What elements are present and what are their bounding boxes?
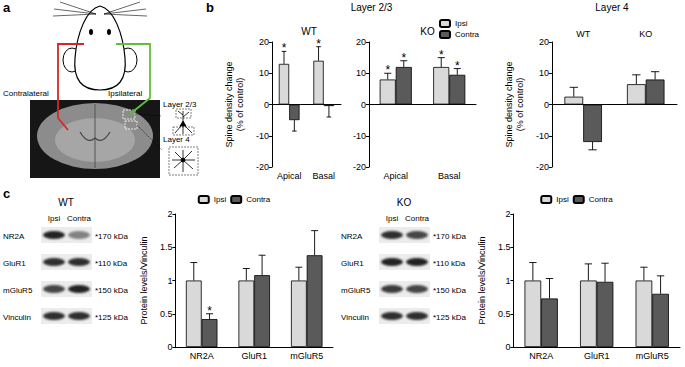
svg-text:Contra: Contra: [589, 195, 614, 204]
svg-text:1.5: 1.5: [160, 242, 173, 252]
svg-text:*110 kDa: *110 kDa: [95, 259, 128, 268]
svg-text:mGluR5: mGluR5: [3, 286, 33, 295]
svg-text:20: 20: [356, 37, 366, 47]
svg-text:0: 0: [361, 100, 366, 110]
svg-text:WT: WT: [301, 26, 317, 37]
svg-text:-10: -10: [256, 131, 269, 141]
svg-text:NR2A: NR2A: [3, 232, 25, 241]
svg-text:0: 0: [167, 342, 172, 352]
svg-text:-20: -20: [536, 162, 549, 172]
html-text:Layer 4: Layer 4: [595, 2, 629, 13]
svg-text:GluR1: GluR1: [241, 351, 267, 361]
svg-text:*: *: [282, 41, 287, 55]
svg-text:-10: -10: [536, 131, 549, 141]
svg-text:KO: KO: [639, 29, 652, 39]
svg-text:Ipsi: Ipsi: [455, 19, 468, 28]
svg-text:Ipsi: Ipsi: [556, 195, 569, 204]
svg-text:Spine density change: Spine density change: [224, 61, 234, 147]
svg-text:0: 0: [544, 100, 549, 110]
svg-text:2: 2: [167, 209, 172, 219]
svg-text:a: a: [3, 0, 11, 15]
svg-text:0: 0: [505, 342, 510, 352]
svg-text:Apical: Apical: [383, 171, 408, 181]
svg-text:GluR1: GluR1: [341, 259, 364, 268]
svg-text:Layer 4: Layer 4: [163, 135, 190, 144]
svg-text:*: *: [401, 51, 406, 65]
svg-text:20: 20: [259, 37, 269, 47]
svg-text:Protein levels/Vinculin: Protein levels/Vinculin: [477, 237, 487, 325]
svg-text:Vinculin: Vinculin: [3, 313, 31, 322]
svg-text:*: *: [439, 48, 444, 62]
svg-text:(% of control): (% of control): [515, 78, 525, 132]
svg-text:0: 0: [264, 100, 269, 110]
svg-text:GluR1: GluR1: [3, 259, 26, 268]
svg-text:2: 2: [505, 209, 510, 219]
svg-text:Protein levels/Vinculin: Protein levels/Vinculin: [139, 237, 149, 325]
svg-text:NR2A: NR2A: [529, 351, 553, 361]
svg-text:10: 10: [356, 68, 366, 78]
svg-text:0.5: 0.5: [498, 309, 511, 319]
svg-text:NR2A: NR2A: [190, 351, 214, 361]
html-text:Layer 2/3: Layer 2/3: [350, 2, 393, 13]
svg-text:*125 kDa: *125 kDa: [95, 313, 128, 322]
svg-text:GluR1: GluR1: [584, 351, 610, 361]
svg-text:1.5: 1.5: [498, 242, 511, 252]
svg-text:Contra: Contra: [455, 30, 480, 39]
svg-text:KO: KO: [397, 197, 412, 208]
svg-text:Contralateral: Contralateral: [3, 89, 49, 98]
svg-text:*: *: [207, 304, 212, 318]
svg-text:Ipsilateral: Ipsilateral: [108, 89, 142, 98]
svg-text:*110 kDa: *110 kDa: [433, 259, 466, 268]
svg-text:mGluR5: mGluR5: [341, 286, 371, 295]
svg-text:10: 10: [259, 68, 269, 78]
svg-text:mGluR5: mGluR5: [290, 351, 323, 361]
svg-text:Basal: Basal: [438, 171, 461, 181]
svg-text:Ipsi: Ipsi: [48, 214, 61, 223]
svg-text:Ipsi: Ipsi: [386, 214, 399, 223]
svg-text:*125 kDa: *125 kDa: [433, 313, 466, 322]
svg-text:-20: -20: [353, 162, 366, 172]
svg-text:Spine density change: Spine density change: [504, 61, 514, 147]
svg-text:b: b: [206, 0, 214, 15]
svg-text:Basal: Basal: [312, 171, 335, 181]
svg-text:Ipsi: Ipsi: [214, 195, 227, 204]
svg-text:*: *: [455, 59, 460, 73]
svg-text:*170 kDa: *170 kDa: [95, 232, 128, 241]
svg-text:*170 kDa: *170 kDa: [433, 232, 466, 241]
svg-text:(% of control): (% of control): [235, 78, 245, 132]
svg-text:*: *: [316, 37, 321, 51]
svg-text:c: c: [3, 186, 10, 201]
svg-text:1: 1: [505, 276, 510, 286]
svg-text:-20: -20: [256, 162, 269, 172]
svg-text:*150 kDa: *150 kDa: [433, 286, 466, 295]
svg-text:WT: WT: [58, 197, 74, 208]
svg-text:*: *: [385, 63, 390, 77]
svg-text:20: 20: [539, 37, 549, 47]
svg-text:Layer 2/3: Layer 2/3: [163, 100, 197, 109]
svg-text:Contra: Contra: [67, 214, 92, 223]
svg-text:0.5: 0.5: [160, 309, 173, 319]
svg-text:WT: WT: [576, 29, 590, 39]
svg-text:Vinculin: Vinculin: [341, 313, 369, 322]
svg-text:NR2A: NR2A: [341, 232, 363, 241]
svg-text:Contra: Contra: [246, 195, 271, 204]
svg-text:*150 kDa: *150 kDa: [95, 286, 128, 295]
svg-text:-10: -10: [353, 131, 366, 141]
svg-text:10: 10: [539, 68, 549, 78]
svg-text:1: 1: [167, 276, 172, 286]
svg-text:mGluR5: mGluR5: [636, 351, 669, 361]
svg-text:Apical: Apical: [277, 171, 302, 181]
svg-text:KO: KO: [420, 26, 435, 37]
svg-text:Contra: Contra: [405, 214, 430, 223]
